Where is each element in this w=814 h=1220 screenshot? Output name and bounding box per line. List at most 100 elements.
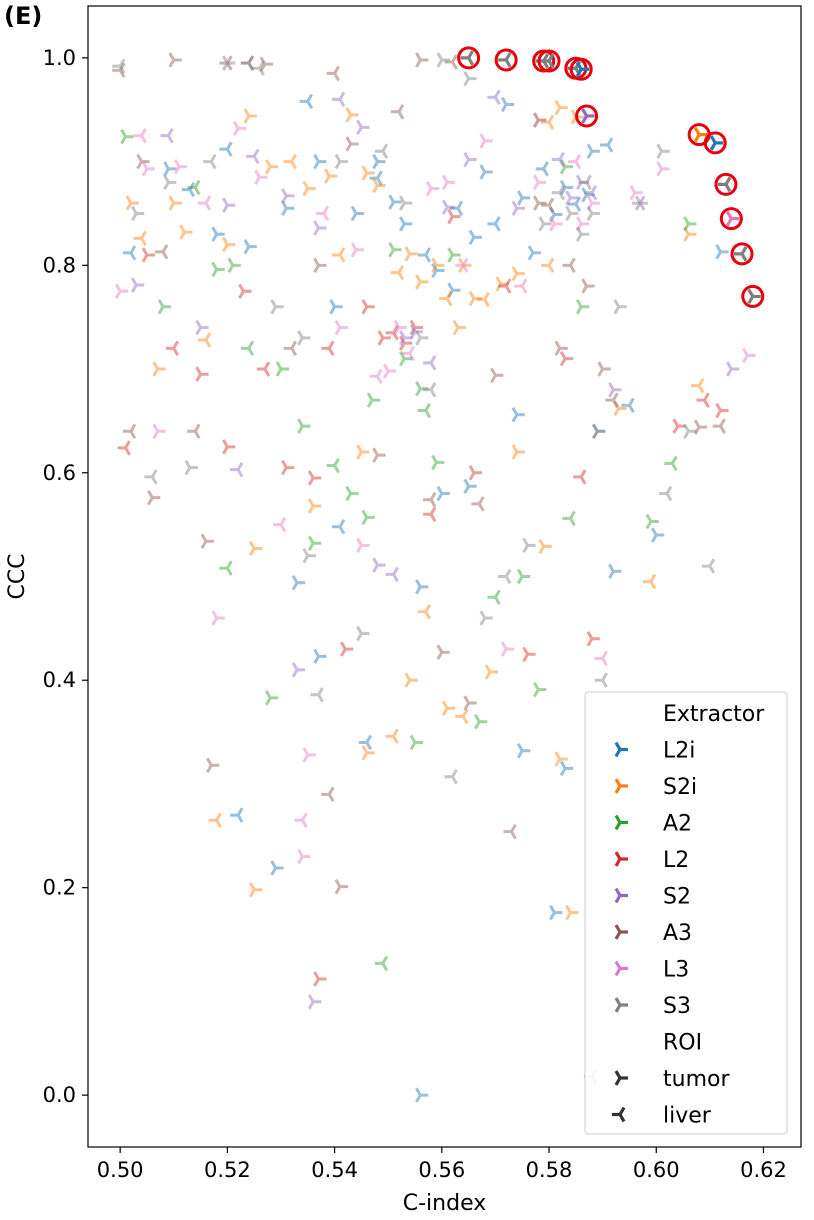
data-point [436,485,450,502]
data-point [538,538,552,555]
data-point [495,276,509,292]
data-point [313,648,327,665]
data-point [415,1087,429,1103]
legend-marker [614,924,628,940]
data-point [157,299,172,315]
data-point [361,299,375,315]
panel-label: (E) [4,2,43,30]
y-tick-label: 1.0 [43,46,76,70]
data-point [141,161,155,177]
data-point [664,455,678,472]
data-point [331,91,346,108]
x-tick-label: 0.60 [633,1158,680,1182]
data-point [415,381,429,397]
data-point [361,165,375,181]
legend-marker [614,814,628,831]
data-point [313,257,327,273]
data-point [514,278,528,294]
data-point [345,136,359,152]
data-point [431,454,445,471]
data-point [326,65,340,82]
data-point [554,340,568,356]
legend-marker [612,1106,626,1123]
pareto-point [460,50,475,66]
data-point [565,904,579,921]
data-point [187,179,201,196]
data-point [683,216,697,232]
data-point [125,195,139,211]
data-point [130,277,145,293]
data-point [275,361,289,377]
data-point [321,340,335,356]
pareto-point [498,52,512,68]
data-point [597,361,611,377]
data-point [693,419,708,435]
data-point [425,180,440,197]
data-point [715,402,729,419]
data-point [471,496,485,512]
data-point [307,994,322,1010]
data-point [567,196,582,212]
data-point [498,278,512,294]
data-point [444,769,458,785]
highlight-circle [703,131,727,155]
data-point [211,610,225,626]
y-axis-label: CCC [5,553,30,599]
data-point [474,714,488,730]
data-point [575,226,590,242]
data-point [522,537,536,554]
x-tick-label: 0.58 [526,1158,573,1182]
data-point [307,498,322,514]
highlight-circle [575,104,599,128]
data-point [455,708,469,725]
data-point [431,262,445,279]
data-point [310,687,324,703]
data-point [243,238,257,255]
data-point [256,361,271,377]
x-tick-label: 0.50 [97,1158,144,1182]
data-point [583,185,598,201]
data-point [299,93,314,110]
data-point [463,695,477,711]
data-point [487,589,501,605]
legend-marker [614,887,628,904]
data-point [586,195,600,211]
highlight-circle [730,242,754,266]
data-point [219,55,233,71]
data-point [500,641,515,657]
data-point [581,278,595,294]
pareto-point [725,210,740,227]
data-point [578,174,592,191]
legend-title-extractor: Extractor [663,702,765,727]
legend-marker [614,851,628,867]
data-point [726,361,740,377]
y-tick-label: 0.4 [43,668,76,692]
y-tick-label: 0.2 [43,876,76,900]
data-point [133,127,147,144]
data-point [388,194,402,210]
data-point [423,506,437,522]
data-point [423,492,437,508]
data-point [248,882,263,898]
data-point [259,56,273,72]
data-point [398,350,413,367]
data-point [658,485,673,502]
highlight-circle [457,46,481,70]
y-axis: 0.0 0.2 0.4 0.6 0.8 1.0 CCC [5,46,88,1107]
data-point [163,161,177,177]
highlight-circle [714,172,738,196]
data-point [444,54,458,70]
data-point [533,174,547,191]
pareto-point [541,53,555,69]
legend-label: L2i [663,739,695,764]
data-point [240,340,255,356]
data-point [350,205,365,222]
data-point [307,535,322,551]
data-point [642,574,657,590]
data-point [439,290,453,307]
data-point [200,533,214,549]
data-point [313,153,327,170]
highlight-circle [569,57,593,81]
data-point [476,291,491,308]
data-point [197,332,212,348]
